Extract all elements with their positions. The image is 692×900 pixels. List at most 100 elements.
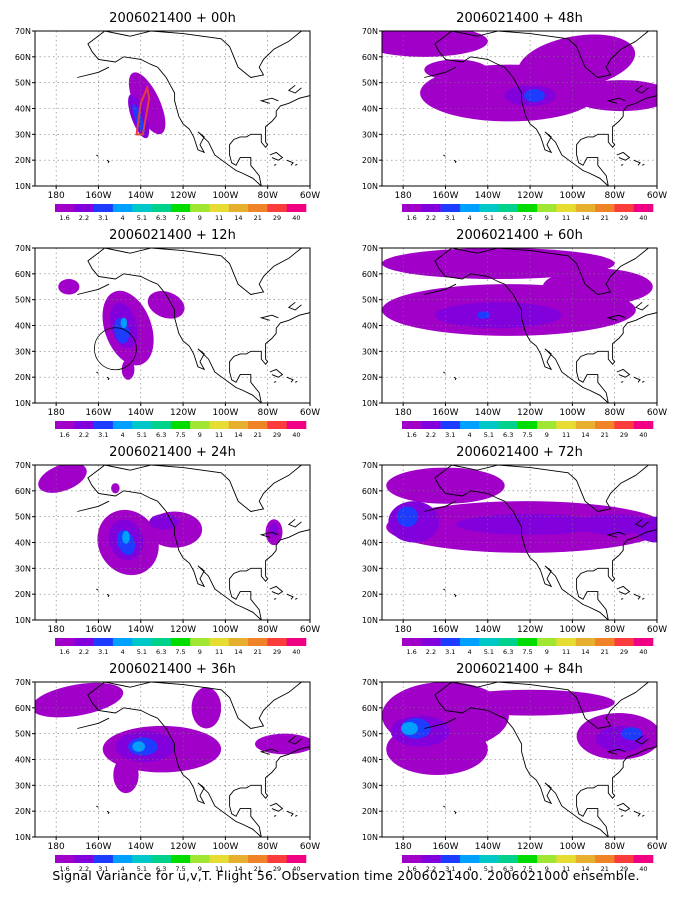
colorbar-swatch [151, 421, 172, 429]
lat-tick-label: 40N [362, 322, 378, 331]
colorbar-swatch [132, 855, 152, 863]
lon-tick-label: 160W [432, 408, 458, 418]
coastline-island [96, 805, 99, 808]
colorbar-label: 40 [639, 431, 647, 439]
coastline-island [424, 717, 457, 729]
colorbar-swatch [421, 855, 441, 863]
lat-tick-label: 30N [362, 781, 378, 790]
lat-tick-label: 30N [362, 564, 378, 573]
coastline-east [229, 312, 310, 403]
colorbar-label: 11 [215, 648, 223, 656]
lat-tick-label: 70N [362, 27, 378, 36]
colorbar-swatch [112, 638, 133, 646]
coastline-island [259, 314, 279, 321]
coastline-island [273, 815, 277, 817]
colorbar-swatch [595, 638, 615, 646]
colorbar: 1.6 2.2 3.1 4 5.1 6.3 7.5 9 11 14 21 29 40 [402, 855, 654, 873]
coastline-island [642, 380, 645, 383]
panel-plot-area [35, 682, 310, 837]
colorbar-swatch [286, 204, 307, 212]
lon-tick-label: 100W [212, 408, 238, 418]
colorbar-swatch [517, 421, 538, 429]
colorbar-label: 7.5 [175, 431, 185, 439]
lat-tick-label: 70N [15, 27, 31, 36]
coastline-east [576, 312, 657, 403]
colorbar-label: 6.3 [503, 431, 513, 439]
map-panel-60h: 2006021400 + 60h 10N 20N 30N 40N 50N 60N 70N 180… [362, 228, 667, 439]
lat-tick-label: 60N [15, 270, 31, 279]
colorbar-label: 4 [468, 865, 472, 873]
colorbar-swatch [151, 204, 172, 212]
lat-tick-label: 20N [362, 373, 378, 382]
panel-title: 2006021400 + 84h [456, 662, 583, 677]
lat-tick-label: 70N [15, 461, 31, 470]
lat-tick-label: 10N [362, 182, 378, 191]
panel-title: 2006021400 + 00h [109, 11, 236, 26]
coastline-island [287, 84, 302, 94]
lon-tick-label: 160W [85, 408, 111, 418]
coastline-island [606, 531, 626, 538]
coastline-island [620, 598, 624, 600]
lat-tick-label: 30N [15, 781, 31, 790]
colorbar-swatch [190, 638, 210, 646]
colorbar-swatch [595, 855, 615, 863]
colorbar-label: 6.3 [156, 865, 166, 873]
lat-tick-label: 20N [15, 373, 31, 382]
lon-tick-label: 160W [432, 842, 458, 852]
colorbar-label: 21 [601, 865, 609, 873]
colorbar-label: 21 [601, 648, 609, 656]
coastline-island [620, 381, 624, 383]
colorbar: 1.6 2.2 3.1 4 5.1 6.3 7.5 9 11 14 21 29 40 [402, 638, 654, 656]
coastline-island [642, 597, 645, 600]
colorbar-label: 9 [198, 648, 202, 656]
colorbar-swatch [498, 638, 519, 646]
coastline-island [287, 301, 302, 311]
lat-tick-label: 40N [15, 105, 31, 114]
lon-tick-label: 60W [300, 191, 320, 201]
coastline-island [424, 500, 457, 512]
coastline-island [77, 66, 110, 78]
coastline-island [616, 151, 631, 161]
colorbar-label: 40 [292, 431, 300, 439]
lon-tick-label: 80W [605, 408, 625, 418]
coastline-west [434, 248, 649, 403]
coastline-island [259, 531, 279, 538]
lon-tick-label: 80W [605, 191, 625, 201]
coastline-island [295, 163, 298, 166]
colorbar-swatch [112, 421, 133, 429]
panel-plot-area [35, 465, 310, 620]
colorbar-swatch [517, 855, 538, 863]
lon-tick-label: 120W [170, 625, 196, 635]
variance-fill-level-4 [401, 722, 418, 735]
coastline-island [424, 66, 457, 78]
coastline-island [453, 376, 457, 381]
colorbar-label: 2.2 [426, 865, 436, 873]
lat-tick-label: 10N [15, 833, 31, 842]
colorbar-label: 3.1 [98, 214, 108, 222]
colorbar-label: 3.1 [445, 865, 455, 873]
colorbar-label: 21 [254, 865, 262, 873]
colorbar-swatch [537, 638, 557, 646]
colorbar-swatch [267, 855, 287, 863]
lon-tick-label: 60W [300, 408, 320, 418]
lon-tick-label: 80W [258, 408, 278, 418]
colorbar-label: 4 [121, 431, 125, 439]
colorbar-label: 4 [121, 214, 125, 222]
colorbar-label: 3.1 [445, 431, 455, 439]
coastline-island [295, 597, 298, 600]
colorbar-label: 11 [215, 214, 223, 222]
variance-fill-level-3 [477, 311, 490, 320]
colorbar-label: 9 [198, 214, 202, 222]
lon-tick-label: 140W [128, 408, 154, 418]
variance-fill-level-4 [132, 741, 145, 752]
lon-tick-label: 180 [395, 842, 412, 852]
coastline-island [634, 301, 649, 311]
panel-plot-area [382, 248, 657, 403]
lat-tick-label: 60N [15, 704, 31, 713]
colorbar-swatch [228, 421, 249, 429]
lat-tick-label: 30N [15, 130, 31, 139]
colorbar-swatch [633, 855, 654, 863]
lat-tick-label: 60N [15, 487, 31, 496]
colorbar-label: 6.3 [156, 648, 166, 656]
colorbar-swatch [209, 855, 230, 863]
